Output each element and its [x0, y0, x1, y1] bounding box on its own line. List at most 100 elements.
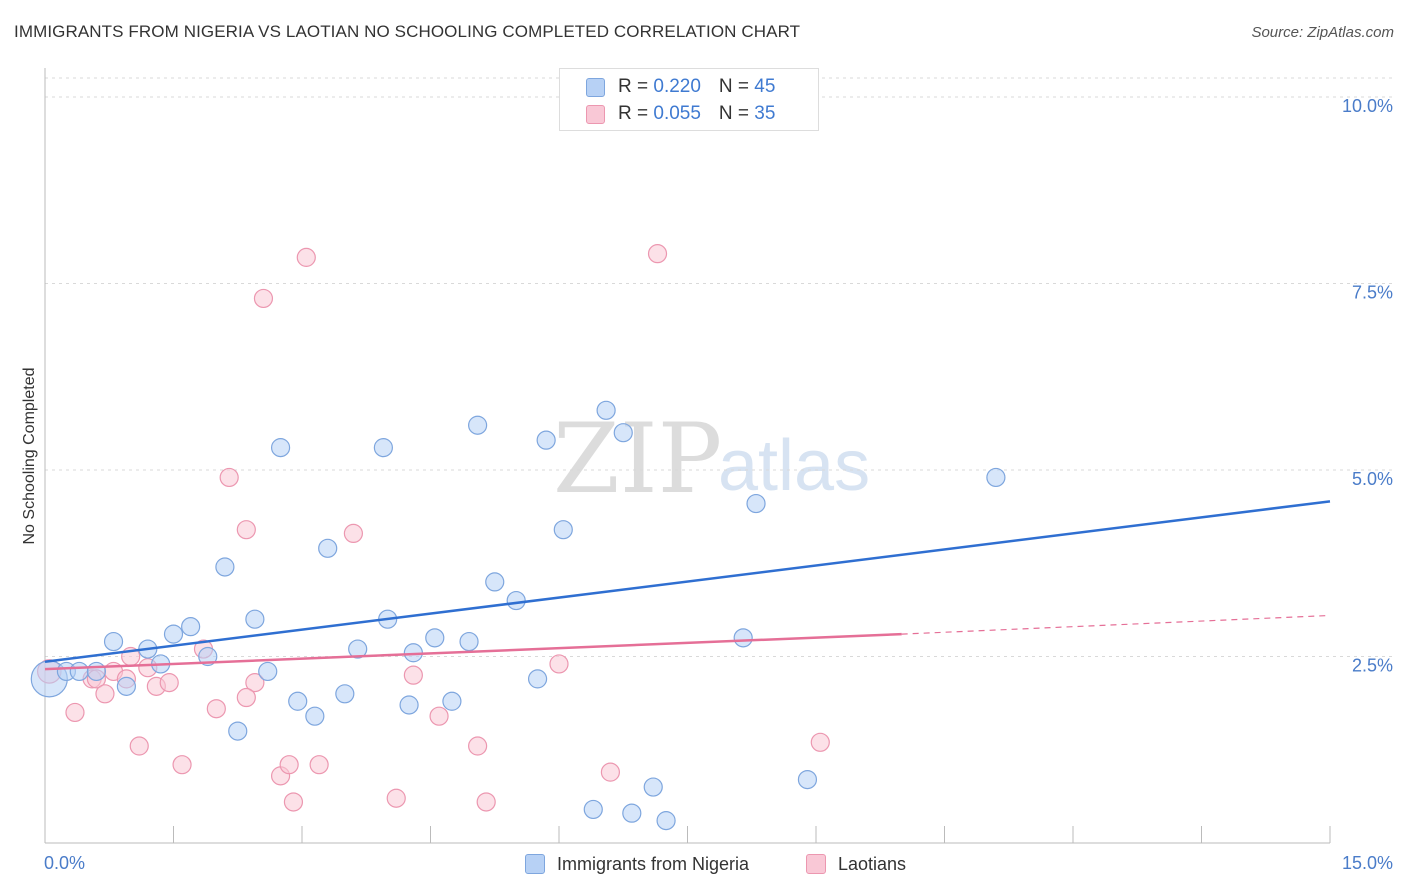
nigeria-point	[103, 631, 124, 652]
nigeria-point	[373, 438, 393, 458]
laotians-point	[309, 755, 329, 775]
legend-row-laotians: R = 0.055 N = 35	[586, 101, 775, 127]
nigeria-point	[86, 661, 107, 682]
bottom-legend-swatch-laotians	[806, 854, 826, 874]
legend-r-label: R =	[618, 103, 654, 124]
y-tick-label: 2.5%	[1352, 656, 1393, 676]
legend-row-nigeria: R = 0.220 N = 45	[586, 74, 775, 100]
watermark: ZIP atlas	[553, 403, 870, 515]
laotians-point	[65, 702, 85, 723]
y-axis-title-group: No Schooling Completed	[21, 368, 38, 545]
laotians-point	[296, 247, 316, 267]
laotians-point	[386, 788, 406, 808]
laotians-point	[647, 244, 668, 264]
laotians-point	[600, 762, 621, 782]
nigeria-point	[485, 572, 505, 592]
laotians-trend-line	[44, 632, 902, 671]
legend-n-value-laotians: 35	[754, 103, 776, 124]
nigeria-point	[553, 520, 573, 540]
nigeria-point	[986, 467, 1006, 488]
nigeria-point	[527, 669, 548, 689]
laotians-point	[279, 755, 299, 775]
watermark-atlas: atlas	[718, 426, 870, 506]
laotians-point	[219, 467, 239, 488]
nigeria-point	[348, 639, 368, 659]
chart-title: IMMIGRANTS FROM NIGERIA VS LAOTIAN NO SC…	[14, 22, 801, 41]
bottom-legend-label-nigeria: Immigrants from Nigeria	[557, 853, 750, 874]
nigeria-point	[258, 661, 278, 682]
laotians-point	[403, 665, 423, 685]
bottom-legend-swatch-nigeria	[525, 854, 545, 874]
laotians-point	[253, 288, 274, 309]
y-axis-title: No Schooling Completed	[21, 368, 38, 545]
legend-r-label: R =	[618, 76, 654, 97]
legend-swatch-laotians	[586, 104, 605, 124]
nigeria-point	[305, 706, 325, 726]
laotians-point	[206, 699, 226, 719]
gridlines	[45, 77, 1392, 657]
legend-r-value-laotians: 0.055	[653, 103, 701, 124]
laotians-point	[343, 523, 363, 544]
legend-r-value-nigeria: 0.220	[653, 76, 701, 97]
bottom-legend-laotians[interactable]: Laotians	[806, 850, 906, 878]
laotians-point	[549, 654, 569, 674]
y-tick-label: 7.5%	[1352, 283, 1393, 303]
nigeria-point	[69, 661, 89, 682]
y-tick-labels: 2.5% 5.0% 7.5% 10.0%	[1342, 96, 1393, 676]
nigeria-point	[468, 415, 488, 435]
laotians-point	[236, 520, 256, 540]
laotians-point	[95, 684, 115, 704]
nigeria-point	[215, 557, 235, 577]
nigeria-point	[399, 695, 419, 715]
nigeria-point	[536, 430, 556, 450]
legend-n-value-nigeria: 45	[754, 76, 776, 97]
laotians-point	[245, 673, 265, 693]
laotians-trend-extension	[901, 614, 1331, 635]
laotians-points	[36, 244, 830, 812]
nigeria-point	[613, 423, 633, 443]
laotians-point	[810, 732, 830, 752]
nigeria-point	[181, 617, 201, 637]
watermark-zip: ZIP	[553, 403, 722, 515]
nigeria-trend-line	[44, 500, 1331, 663]
nigeria-point	[318, 538, 338, 558]
nigeria-point	[335, 684, 355, 704]
nigeria-point	[797, 769, 818, 790]
nigeria-point	[596, 400, 616, 420]
nigeria-point	[198, 646, 218, 667]
axes	[44, 68, 1331, 844]
laotians-point	[468, 736, 488, 756]
nigeria-point	[733, 628, 753, 648]
bottom-legend-label-laotians: Laotians	[838, 853, 907, 874]
laotians-point	[429, 706, 449, 726]
x-tick-label: 15.0%	[1342, 853, 1393, 873]
nigeria-point	[163, 624, 184, 644]
y-tick-label: 5.0%	[1352, 469, 1393, 489]
correlation-legend: R = 0.220 N = 45 R = 0.055 N = 35	[559, 68, 819, 131]
laotians-point	[159, 673, 179, 693]
laotians-point	[283, 792, 304, 812]
y-tick-label: 10.0%	[1342, 96, 1393, 116]
nigeria-point	[442, 691, 462, 711]
nigeria-point	[270, 438, 291, 458]
nigeria-point	[746, 493, 766, 514]
trend-lines	[44, 500, 1331, 671]
nigeria-point	[425, 628, 445, 648]
laotians-point	[476, 792, 496, 812]
nigeria-point	[506, 590, 526, 611]
legend-n-label: N =	[718, 103, 755, 124]
legend-n-label: N =	[718, 76, 755, 97]
nigeria-point	[116, 676, 136, 696]
nigeria-point	[643, 777, 663, 797]
bottom-legend-nigeria[interactable]: Immigrants from Nigeria	[525, 850, 749, 878]
nigeria-point	[459, 631, 479, 652]
legend-swatch-nigeria	[586, 77, 605, 97]
nigeria-point	[245, 609, 265, 629]
nigeria-point	[656, 811, 676, 831]
nigeria-point	[228, 721, 248, 741]
nigeria-point	[583, 799, 603, 820]
nigeria-point	[288, 691, 308, 711]
x-tick-label: 0.0%	[44, 853, 85, 873]
x-tick-labels: 0.0% 15.0%	[44, 853, 1393, 873]
